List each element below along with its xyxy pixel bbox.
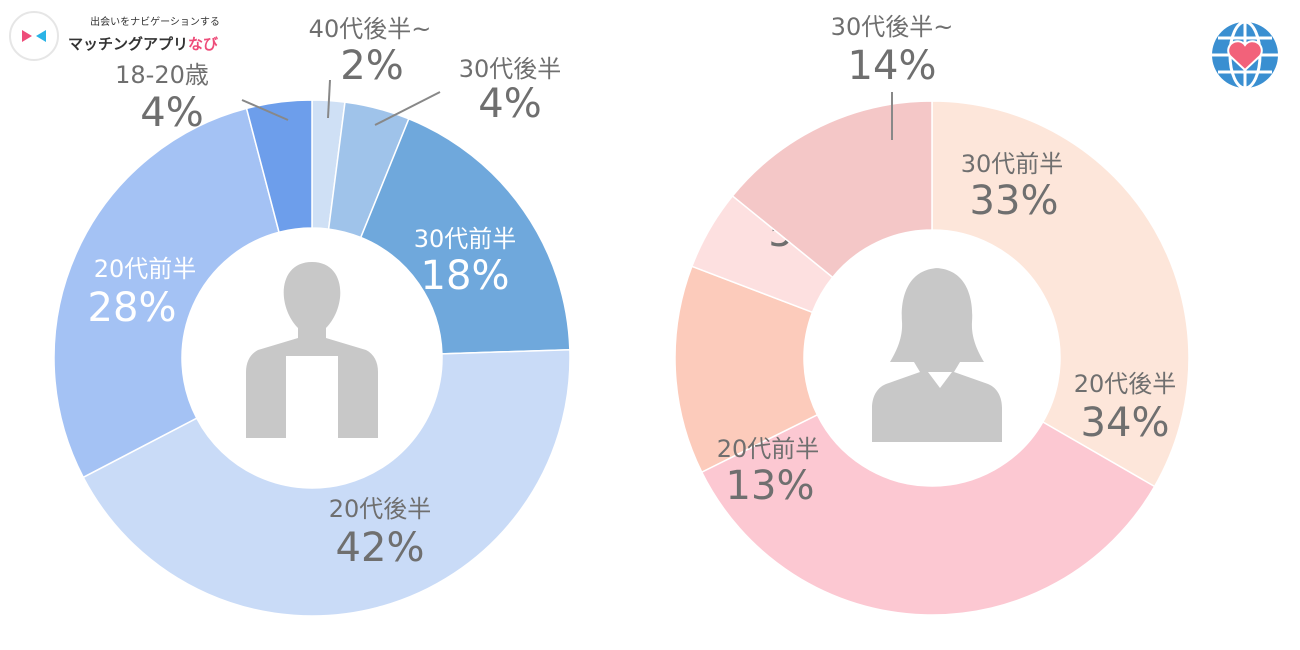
logo-tagline: 出会いをナビゲーションする (90, 15, 220, 28)
logo-name-main: マッチングアプリ (68, 35, 188, 53)
segment-value: 28% (88, 285, 177, 331)
logo-name: マッチングアプリなび (68, 35, 218, 53)
segment-value: 33% (970, 178, 1059, 224)
globe-icon (1212, 20, 1278, 90)
donut-segment (731, 100, 933, 279)
segment-name: 20代前半 (717, 435, 820, 463)
donut-segment (245, 99, 313, 234)
segment-name: 30代前半 (961, 150, 1064, 178)
segment-value: 14% (848, 43, 937, 89)
male-silhouette (246, 262, 378, 438)
segment-name: 20代後半 (329, 495, 432, 523)
donut-segment (359, 117, 571, 355)
female-silhouette (872, 268, 1002, 442)
segment-value: 13% (726, 463, 815, 509)
segment-name: 40代後半~ (309, 15, 432, 43)
donut-segment (53, 107, 280, 479)
segment-name: 30代後半 (459, 55, 562, 83)
segment-value: 42% (336, 525, 425, 571)
logo-arrow (22, 30, 32, 42)
leader-line (241, 99, 289, 121)
logo-arrow (36, 30, 46, 42)
segment-name: 30代前半 (414, 225, 517, 253)
logo-name-accent: なび (188, 35, 218, 53)
donut-segment (700, 413, 1156, 616)
segment-name: 20代前半 (94, 255, 197, 283)
segment-value: 4% (478, 81, 541, 127)
segment-value: 2% (340, 43, 403, 89)
donut-segment (931, 100, 1190, 488)
donut-segment (82, 348, 571, 617)
logo: 出会いをナビゲーションする マッチングアプリなび (9, 11, 220, 61)
segment-value: 4% (140, 90, 203, 136)
leader-line (374, 91, 441, 126)
logo-icon (9, 11, 59, 61)
leader-line (327, 79, 331, 119)
segment-name: 30代後半~ (831, 13, 954, 41)
segment-value: 34% (1081, 400, 1170, 446)
segment-value: 18% (421, 253, 510, 299)
segment-name: 20代後半 (1074, 370, 1177, 398)
segment-name: 18-20歳 (115, 61, 209, 89)
